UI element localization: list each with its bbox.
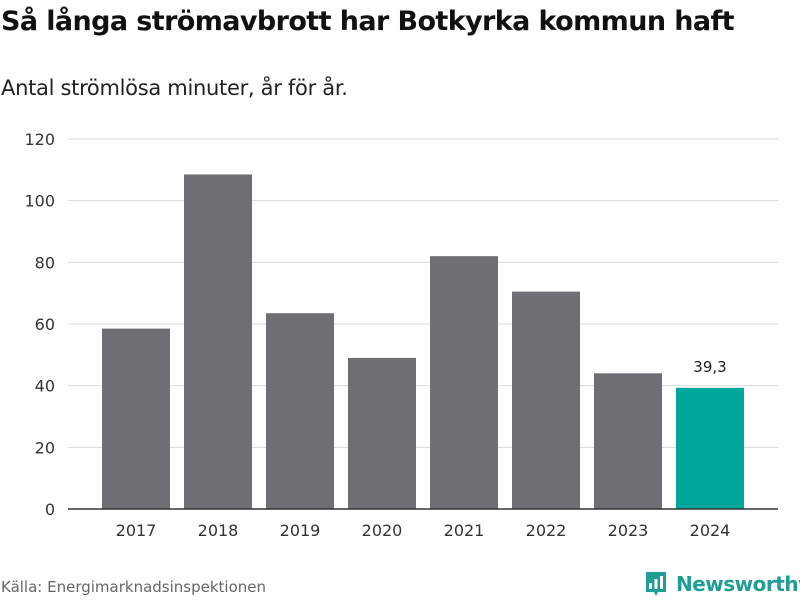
newsworthy-bar-chart-logo-icon (646, 572, 666, 596)
bars (102, 174, 744, 510)
chart-title: Så långa strömavbrott har Botkyrka kommu… (1, 6, 735, 37)
gridlines (68, 138, 778, 448)
bar-2018[interactable] (184, 174, 252, 510)
y-tick-label-120: 120 (24, 130, 55, 149)
y-tick-label-100: 100 (24, 192, 55, 211)
data-labels: 39,3 (693, 358, 726, 376)
y-tick-label-40: 40 (35, 377, 55, 396)
y-axis-tick-labels: 0 20 40 60 80 100 120 (24, 130, 55, 519)
x-tick-label-2024: 2024 (690, 521, 731, 540)
x-tick-label-2022: 2022 (526, 521, 567, 540)
x-tick-label-2017: 2017 (116, 521, 157, 540)
bar-2023[interactable] (594, 373, 662, 509)
bar-chart: 0 20 40 60 80 100 120 2017 2018 2019 2020 2021 2022… (24, 130, 778, 540)
bar-2020[interactable] (348, 357, 416, 509)
x-tick-label-2023: 2023 (608, 521, 649, 540)
x-axis-tick-labels: 2017 2018 2019 2020 2021 2022 2023 2024 (116, 521, 731, 540)
bar-2024[interactable] (676, 387, 744, 509)
bar-2019[interactable] (266, 313, 334, 509)
y-tick-label-0: 0 (45, 500, 55, 519)
bar-2021[interactable] (430, 256, 498, 509)
bar-2022[interactable] (512, 291, 580, 509)
x-tick-label-2018: 2018 (198, 521, 239, 540)
bar-2017[interactable] (102, 328, 170, 509)
x-tick-label-2021: 2021 (444, 521, 485, 540)
x-tick-label-2020: 2020 (362, 521, 403, 540)
y-tick-label-60: 60 (35, 315, 55, 334)
y-tick-label-20: 20 (35, 438, 55, 457)
source-note: Källa: Energimarknadsinspektionen (1, 578, 267, 596)
y-tick-label-80: 80 (35, 253, 55, 272)
brand-logo[interactable]: Newsworthy (644, 569, 800, 599)
data-label-2024: 39,3 (693, 358, 726, 376)
chart-subtitle: Antal strömlösa minuter, år för år. (1, 76, 348, 100)
x-tick-label-2019: 2019 (280, 521, 321, 540)
brand-name: Newsworthy (676, 572, 800, 596)
